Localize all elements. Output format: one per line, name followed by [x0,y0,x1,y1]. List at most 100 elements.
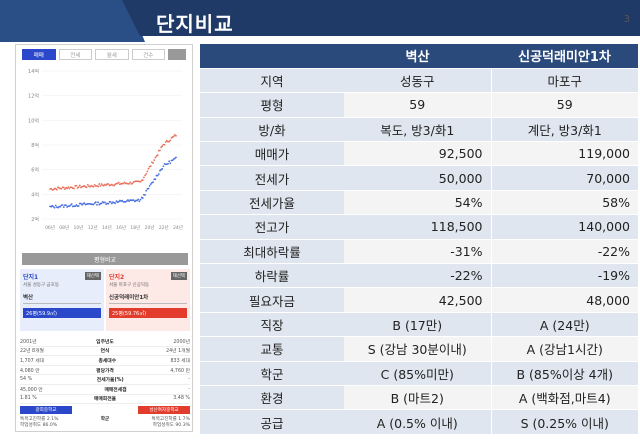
series-b-point [69,204,72,207]
series-a-point [98,183,101,185]
row-label: 전세가율 [200,190,344,216]
page-number: 3 [623,14,630,25]
price-chart: 14억 12억 10억 8억 6억 4억 2억 06년 08년 10년 12년 14년 16년 18년 20… [20,67,190,247]
series-b-point [154,178,157,181]
info-row: 1,707 세대 총세대수 833 세대 [20,356,190,366]
series-a-point [54,187,57,190]
complex1-reselect-button[interactable]: 재선택 [84,272,101,280]
series-a-point [113,184,116,187]
complex1-size-select[interactable]: 26평(59.9㎡) [23,308,101,318]
series-b-point [161,167,164,170]
series-a-point [144,174,146,177]
complex2-size-select[interactable]: 25평(59.76㎡) [109,308,187,318]
complex1-card[interactable]: 단지1 재선택 서울 성동구 금호동 벽산 26평(59.9㎡) [20,269,104,331]
school1-stat: 특목고진학률 2.1% [20,417,59,423]
cell-complex2: -19% [490,263,638,289]
tab-count[interactable]: 건수 [131,49,165,60]
series-a-point [145,172,148,175]
series-b-point [104,201,106,204]
series-b-point [81,203,83,206]
series-b-point [80,202,82,205]
school2-button[interactable]: 성산여자중학교 [138,406,190,415]
series-a-point [146,170,149,173]
series-a-point [117,181,120,184]
x-tick-label: 24년 [173,224,183,231]
y-tick-label: 2억 [31,216,39,223]
complex2-card[interactable]: 단지2 재선택 서울 마포구 신공덕동 신공덕래미안1차 25평(59.76㎡) [106,269,190,331]
row-label: 환경 [200,385,344,411]
series-a-point [60,187,63,190]
series-b-point [57,206,59,209]
series-a-point [139,180,142,183]
x-tick-label: 12년 [88,224,98,231]
series-a-point [50,187,53,190]
complex2-reselect-button[interactable]: 재선택 [170,272,187,280]
series-b-point [110,202,113,205]
series-a-point [100,183,103,185]
complex1-title: 단지1 [23,274,39,281]
school1-button[interactable]: 광희중학교 [20,406,72,415]
table-row: 전세가율 54% 58% [200,190,638,216]
table-row: 최대하락률 -31% -22% [200,239,638,265]
series-b-point [173,157,176,160]
header-banner: 단지비교 3 [0,0,640,42]
series-b-point [65,204,67,207]
cell-complex1: 42,500 [344,287,491,313]
series-a-point [156,154,159,157]
complex2-name[interactable]: 신공덕래미안1차 [109,293,187,304]
series-a-point [122,182,125,185]
banner-shape [0,0,640,42]
series-a-point [77,186,80,188]
row-label: 직장 [200,312,344,338]
complex-cards: 단지1 재선택 서울 성동구 금호동 벽산 26평(59.9㎡) 단지2 재선택… [20,269,190,331]
cell-complex1: A (0.5% 이내) [344,409,491,435]
series-b-point [100,202,103,205]
cell-complex2: A (백화점,마트4) [490,385,638,411]
series-b-point [168,160,171,163]
series-b-point [92,203,95,206]
cell-complex1: 복도, 방3/화1 [344,117,491,143]
series-b-point [74,205,77,208]
cell-complex1: -22% [344,263,491,289]
tab-monthly[interactable]: 월세 [95,49,129,60]
table-row: 매매가 92,500 119,000 [200,141,638,167]
info-row: 54 % 전세가율(%) - [20,377,190,385]
row-label: 지역 [200,68,344,94]
grid-icon[interactable] [168,49,186,60]
series-a-point [73,187,75,190]
y-tick-label: 10억 [28,117,39,124]
table-row: 지역 성동구 마포구 [200,68,638,94]
series-a-point [93,183,96,186]
complex2-title: 단지2 [109,274,125,281]
series-a-point [175,134,177,137]
complex2-location: 서울 마포구 신공덕동 [109,283,150,288]
series-a-point [163,143,166,146]
series-a-point [63,188,66,190]
comparison-table: 벽산 신공덕래미안1차 지역 성동구 마포구 평형 59 59 방/화 복도, 방3/화1 계단… [200,44,638,435]
school1-stat: 학업성취도 86.0% [20,423,58,429]
x-tick-label: 22년 [159,224,169,231]
series-b-point [96,203,98,206]
table-row: 전고가 118,500 140,000 [200,214,638,240]
series-b-point [114,202,117,205]
series-b-point [121,199,124,202]
series-a-point [62,186,65,189]
series-a-point [92,185,95,188]
tab-sale[interactable]: 매매 [22,49,56,60]
series-a-point [143,176,145,179]
tab-jeonse[interactable]: 전세 [58,49,92,60]
row-label: 방/화 [200,117,344,143]
school2-stat: 학업성취도 90.3% [152,423,190,429]
series-a-point [149,165,152,168]
compare-size-button[interactable]: 평형비교 [22,253,188,265]
price-chart-svg: 14억 12억 10억 8억 6억 4억 2억 06년 08년 10년 12년 14년 16년 18년 20… [28,68,183,231]
series-b-point [147,187,150,190]
series-a-point [141,179,144,181]
series-a-point [86,183,89,186]
x-tick-label: 08년 [59,224,69,231]
series-a-point [131,182,134,185]
cell-complex1: S (강남 30분이내) [344,336,491,362]
x-tick-label: 16년 [116,224,126,231]
complex1-name[interactable]: 벽산 [23,293,101,304]
series-b-point [162,165,165,168]
